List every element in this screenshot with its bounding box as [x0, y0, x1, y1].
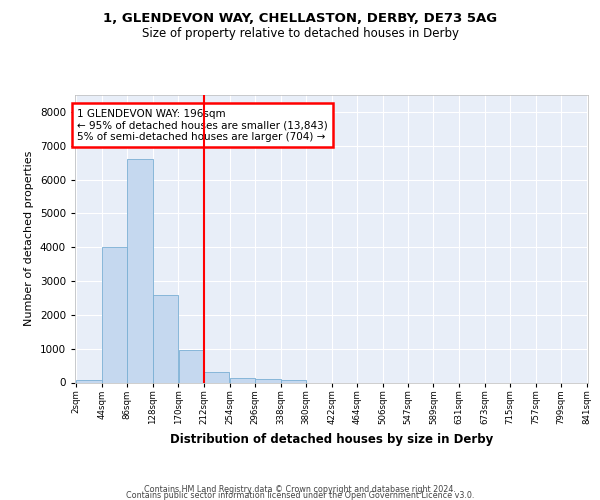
Bar — [179, 350, 204, 382]
Bar — [76, 380, 101, 382]
Bar — [281, 380, 306, 382]
Bar — [255, 379, 281, 382]
Y-axis label: Number of detached properties: Number of detached properties — [24, 151, 34, 326]
Text: Size of property relative to detached houses in Derby: Size of property relative to detached ho… — [142, 28, 458, 40]
Text: Contains public sector information licensed under the Open Government Licence v3: Contains public sector information licen… — [126, 490, 474, 500]
X-axis label: Distribution of detached houses by size in Derby: Distribution of detached houses by size … — [170, 432, 493, 446]
Text: 1, GLENDEVON WAY, CHELLASTON, DERBY, DE73 5AG: 1, GLENDEVON WAY, CHELLASTON, DERBY, DE7… — [103, 12, 497, 26]
Bar — [102, 247, 127, 382]
Bar — [127, 160, 153, 382]
Text: 1 GLENDEVON WAY: 196sqm
← 95% of detached houses are smaller (13,843)
5% of semi: 1 GLENDEVON WAY: 196sqm ← 95% of detache… — [77, 108, 328, 142]
Text: Contains HM Land Registry data © Crown copyright and database right 2024.: Contains HM Land Registry data © Crown c… — [144, 484, 456, 494]
Bar — [153, 294, 178, 382]
Bar — [230, 378, 255, 382]
Bar — [204, 372, 229, 382]
